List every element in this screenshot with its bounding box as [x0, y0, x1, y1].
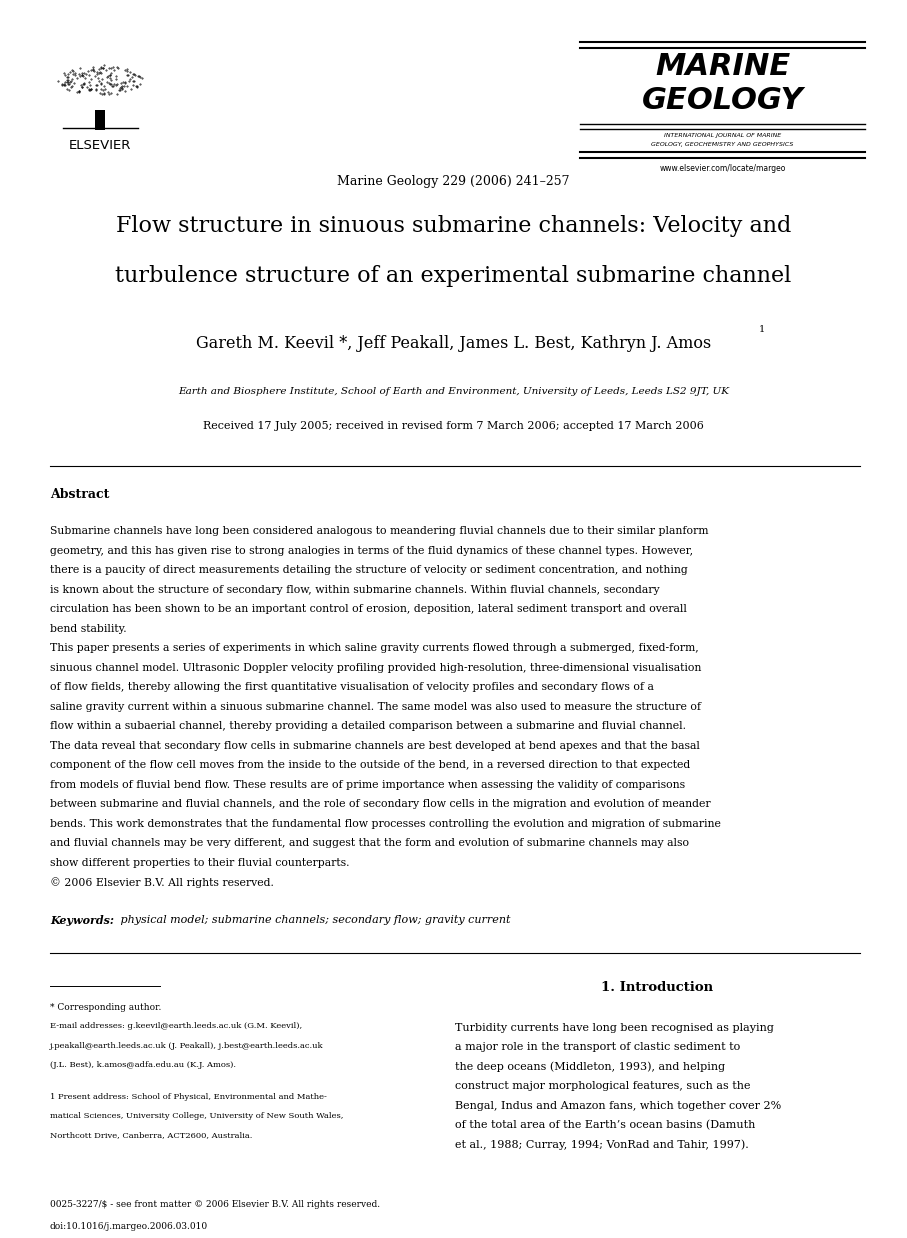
Text: from models of fluvial bend flow. These results are of prime importance when ass: from models of fluvial bend flow. These … — [50, 780, 685, 790]
Text: bends. This work demonstrates that the fundamental flow processes controlling th: bends. This work demonstrates that the f… — [50, 818, 721, 828]
Text: Turbidity currents have long been recognised as playing: Turbidity currents have long been recogn… — [455, 1023, 774, 1032]
Text: physical model; submarine channels; secondary flow; gravity current: physical model; submarine channels; seco… — [117, 915, 511, 925]
Text: Keywords:: Keywords: — [50, 915, 114, 926]
Text: flow within a subaerial channel, thereby providing a detailed comparison between: flow within a subaerial channel, thereby… — [50, 721, 686, 730]
Text: bend stability.: bend stability. — [50, 624, 127, 634]
Text: Bengal, Indus and Amazon fans, which together cover 2%: Bengal, Indus and Amazon fans, which tog… — [455, 1101, 781, 1110]
Text: circulation has been shown to be an important control of erosion, deposition, la: circulation has been shown to be an impo… — [50, 604, 687, 614]
Text: the deep oceans (Middleton, 1993), and helping: the deep oceans (Middleton, 1993), and h… — [455, 1061, 725, 1072]
Text: between submarine and fluvial channels, and the role of secondary flow cells in : between submarine and fluvial channels, … — [50, 799, 710, 808]
Text: www.elsevier.com/locate/margeo: www.elsevier.com/locate/margeo — [659, 163, 785, 173]
Text: Earth and Biosphere Institute, School of Earth and Environment, University of Le: Earth and Biosphere Institute, School of… — [178, 387, 729, 396]
Text: Submarine channels have long been considered analogous to meandering fluvial cha: Submarine channels have long been consid… — [50, 526, 708, 536]
Text: Received 17 July 2005; received in revised form 7 March 2006; accepted 17 March : Received 17 July 2005; received in revis… — [203, 421, 704, 431]
Text: construct major morphological features, such as the: construct major morphological features, … — [455, 1081, 750, 1091]
Text: and fluvial channels may be very different, and suggest that the form and evolut: and fluvial channels may be very differe… — [50, 838, 689, 848]
Text: geometry, and this has given rise to strong analogies in terms of the fluid dyna: geometry, and this has given rise to str… — [50, 546, 693, 556]
Text: GEOLOGY: GEOLOGY — [641, 85, 804, 115]
Text: INTERNATIONAL JOURNAL OF MARINE: INTERNATIONAL JOURNAL OF MARINE — [664, 132, 781, 137]
Text: a major role in the transport of clastic sediment to: a major role in the transport of clastic… — [455, 1042, 740, 1052]
Text: Flow structure in sinuous submarine channels: Velocity and: Flow structure in sinuous submarine chan… — [116, 215, 791, 236]
Text: 1: 1 — [758, 326, 765, 334]
Text: MARINE: MARINE — [655, 52, 790, 80]
Text: The data reveal that secondary flow cells in submarine channels are best develop: The data reveal that secondary flow cell… — [50, 740, 700, 750]
Text: This paper presents a series of experiments in which saline gravity currents flo: This paper presents a series of experime… — [50, 643, 698, 652]
Text: there is a paucity of direct measurements detailing the structure of velocity or: there is a paucity of direct measurement… — [50, 565, 688, 574]
Text: 1. Introduction: 1. Introduction — [601, 980, 714, 994]
Text: is known about the structure of secondary flow, within submarine channels. Withi: is known about the structure of secondar… — [50, 584, 659, 594]
Text: j.peakall@earth.leeds.ac.uk (J. Peakall), j.best@earth.leeds.ac.uk: j.peakall@earth.leeds.ac.uk (J. Peakall)… — [50, 1041, 324, 1050]
Text: ELSEVIER: ELSEVIER — [69, 139, 132, 152]
Text: © 2006 Elsevier B.V. All rights reserved.: © 2006 Elsevier B.V. All rights reserved… — [50, 877, 274, 888]
Text: (J.L. Best), k.amos@adfa.edu.au (K.J. Amos).: (J.L. Best), k.amos@adfa.edu.au (K.J. Am… — [50, 1061, 236, 1068]
Text: of flow fields, thereby allowing the first quantitative visualisation of velocit: of flow fields, thereby allowing the fir… — [50, 682, 654, 692]
Text: of the total area of the Earth’s ocean basins (Damuth: of the total area of the Earth’s ocean b… — [455, 1120, 756, 1130]
Bar — [95, 110, 105, 130]
Text: saline gravity current within a sinuous submarine channel. The same model was al: saline gravity current within a sinuous … — [50, 702, 701, 712]
Text: Northcott Drive, Canberra, ACT2600, Australia.: Northcott Drive, Canberra, ACT2600, Aust… — [50, 1132, 252, 1139]
Text: component of the flow cell moves from the inside to the outside of the bend, in : component of the flow cell moves from th… — [50, 760, 690, 770]
Text: Marine Geology 229 (2006) 241–257: Marine Geology 229 (2006) 241–257 — [337, 175, 570, 188]
Text: matical Sciences, University College, University of New South Wales,: matical Sciences, University College, Un… — [50, 1112, 344, 1120]
Text: * Corresponding author.: * Corresponding author. — [50, 1003, 161, 1011]
Text: GEOLOGY, GEOCHEMISTRY AND GEOPHYSICS: GEOLOGY, GEOCHEMISTRY AND GEOPHYSICS — [651, 142, 794, 147]
Text: turbulence structure of an experimental submarine channel: turbulence structure of an experimental … — [115, 265, 792, 287]
Text: show different properties to their fluvial counterparts.: show different properties to their fluvi… — [50, 858, 349, 868]
Text: et al., 1988; Curray, 1994; VonRad and Tahir, 1997).: et al., 1988; Curray, 1994; VonRad and T… — [455, 1139, 749, 1150]
Text: doi:10.1016/j.margeo.2006.03.010: doi:10.1016/j.margeo.2006.03.010 — [50, 1222, 208, 1231]
Text: 1 Present address: School of Physical, Environmental and Mathe-: 1 Present address: School of Physical, E… — [50, 1092, 327, 1101]
Text: 0025-3227/$ - see front matter © 2006 Elsevier B.V. All rights reserved.: 0025-3227/$ - see front matter © 2006 El… — [50, 1200, 380, 1210]
Text: Abstract: Abstract — [50, 488, 110, 501]
Text: E-mail addresses: g.keevil@earth.leeds.ac.uk (G.M. Keevil),: E-mail addresses: g.keevil@earth.leeds.a… — [50, 1023, 302, 1030]
Text: Gareth M. Keevil *, Jeff Peakall, James L. Best, Kathryn J. Amos: Gareth M. Keevil *, Jeff Peakall, James … — [196, 335, 711, 352]
Text: sinuous channel model. Ultrasonic Doppler velocity profiling provided high-resol: sinuous channel model. Ultrasonic Dopple… — [50, 662, 701, 672]
